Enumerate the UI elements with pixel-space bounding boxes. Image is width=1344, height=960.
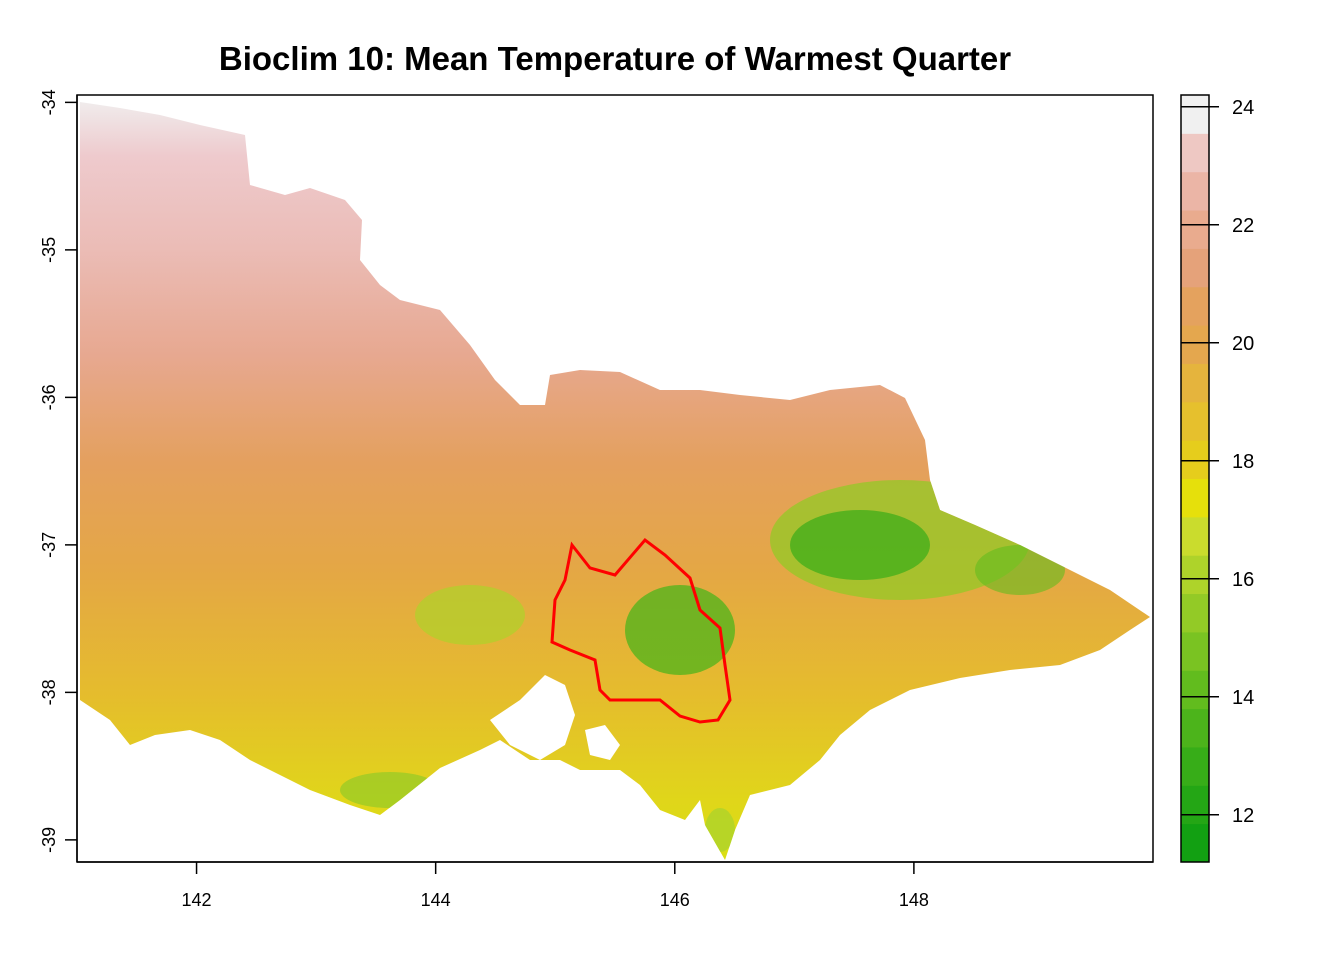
y-tick-label: -35 [39,237,59,263]
highland-zone-gippsland [975,545,1065,595]
colorbar-tick-label: 22 [1232,215,1254,237]
colorbar-band [1181,440,1209,479]
highland-zone-central [625,585,735,675]
highland-zone-southwest [415,585,525,645]
y-axis: -34 -35 -36 -37 -38 -39 [39,89,78,862]
x-tick-label: 144 [421,890,451,910]
colorbar-tick-label: 16 [1232,569,1254,591]
y-tick-label: -34 [39,89,59,115]
colorbar-band [1181,401,1209,441]
port-phillip-bay [490,675,575,760]
catchment-outline [550,537,732,724]
colorbar-legend: 24 22 20 18 16 14 12 [1180,94,1254,863]
colorbar-band [1181,286,1209,326]
colorbar-tick-label: 18 [1232,451,1254,473]
colorbar-band [1181,516,1209,556]
colorbar-band [1181,133,1209,173]
y-tick-label: -37 [39,532,59,558]
colorbar-band [1181,363,1209,403]
x-tick-label: 146 [660,890,690,910]
colorbar-band [1181,555,1209,595]
y-tick-label: -39 [39,827,59,853]
colorbar-band [1181,746,1209,786]
colorbar-band [1181,823,1209,863]
y-tick-label: -36 [39,384,59,410]
colorbar-band [1181,593,1209,633]
colorbar-band [1181,670,1209,710]
x-tick-label: 148 [899,890,929,910]
map-title: Bioclim 10: Mean Temperature of Warmest … [218,40,1012,77]
x-axis: 142 144 146 148 [77,861,1153,910]
colorbar-band [1181,95,1209,134]
y-tick-label: -38 [39,679,59,705]
colorbar-band [1181,325,1209,364]
colorbar-band [1181,248,1209,288]
colorbar-band [1181,210,1209,249]
highland-zone-alpine [790,510,930,580]
colorbar-band [1181,631,1209,671]
x-tick-label: 142 [182,890,212,910]
colorbar-tick-label: 24 [1232,97,1254,119]
colorbar-band [1181,785,1209,825]
colorbar-tick-label: 14 [1232,687,1254,709]
western-port-bay [585,725,620,760]
colorbar-tick-label: 12 [1232,805,1254,827]
colorbar-band [1181,478,1209,518]
colorbar-band [1181,708,1209,748]
colorbar-tick-label: 20 [1232,333,1254,355]
colorbar-band [1181,171,1209,211]
